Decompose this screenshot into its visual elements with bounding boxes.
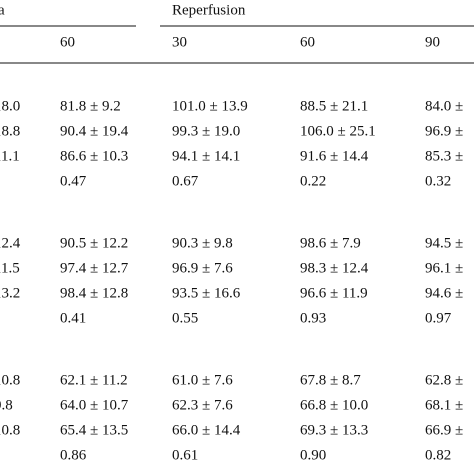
table-cell: 91.6 ± 14.4 [300,148,369,164]
table-cell: 66.0 ± 14.4 [172,422,241,438]
column-header: 90 [425,34,440,50]
column-header: 60 [300,34,315,50]
table-cell: 98.3 ± 12.4 [300,260,369,276]
table-cell: 94.5 ± [425,235,463,251]
table-cell: 88.5 ± 21.1 [300,98,368,114]
column-header: 30 [172,34,187,50]
table-cell: 0.82 [425,447,451,463]
table-cell: 96.9 ± [425,123,463,139]
table-cell: 67.8 ± 8.7 [300,372,361,388]
table-cell: 12.4 [0,235,21,251]
table-cell: 96.9 ± 7.6 [172,260,233,276]
table-cell: 13.2 [0,285,20,301]
table-cell: 96.1 ± [425,260,463,276]
table-cell: 94.1 ± 14.1 [172,148,240,164]
table-cell: 18.0 [0,98,20,114]
table-cell: 68.1 ± [425,397,463,413]
table-cell: 85.3 ± [425,148,463,164]
table-cell: 106.0 ± 25.1 [300,123,376,139]
table-cell: 99.3 ± 19.0 [172,123,240,139]
table-cell: 0.93 [300,310,326,326]
table-cell: 0.86 [60,447,87,463]
table-cell: 98.4 ± 12.8 [60,285,128,301]
table-cell: 0.41 [60,310,86,326]
table-cell: 65.4 ± 13.5 [60,422,128,438]
table-cell: 10.8 [0,372,20,388]
table-cell: 9.8 [0,397,13,413]
table-cell: 101.0 ± 13.9 [172,98,248,114]
table-cell: 90.5 ± 12.2 [60,235,128,251]
group-header: Reperfusion [172,2,246,18]
table-cell: 69.3 ± 13.3 [300,422,368,438]
table-cell: 97.4 ± 12.7 [60,260,129,276]
table-cell: 90.4 ± 19.4 [60,123,129,139]
table-cell: 62.3 ± 7.6 [172,397,233,413]
table-cell: 0.90 [300,447,326,463]
table-cell: 10.8 [0,422,20,438]
table-cell: 0.97 [425,310,452,326]
table-cell: 94.6 ± [425,285,463,301]
table-cell: 93.5 ± 16.6 [172,285,241,301]
table-cell: 0.67 [172,173,199,189]
table-cell: 61.0 ± 7.6 [172,372,233,388]
table-cell: 0.47 [60,173,87,189]
table-cell: 90.3 ± 9.8 [172,235,233,251]
table-cell: 64.0 ± 10.7 [60,397,129,413]
table-cell: 11.5 [0,260,20,276]
table-cell: 66.8 ± 10.0 [300,397,368,413]
column-header: 60 [60,34,75,50]
table-cell: 0.61 [172,447,198,463]
table-cell: 11.1 [0,148,20,164]
table-cell: 98.6 ± 7.9 [300,235,361,251]
table-cell: 84.0 ± [425,98,463,114]
table-cell: 96.6 ± 11.9 [300,285,368,301]
table-cell: 0.22 [300,173,326,189]
table-cell: 18.8 [0,123,20,139]
table-cell: 62.8 ± [425,372,463,388]
group-header: a [0,2,5,18]
table-cell: 62.1 ± 11.2 [60,372,128,388]
table-cell: 0.55 [172,310,198,326]
table-cell: 66.9 ± [425,422,463,438]
table-cell: 0.32 [425,173,451,189]
table-cell: 81.8 ± 9.2 [60,98,121,114]
table-cell: 86.6 ± 10.3 [60,148,128,164]
